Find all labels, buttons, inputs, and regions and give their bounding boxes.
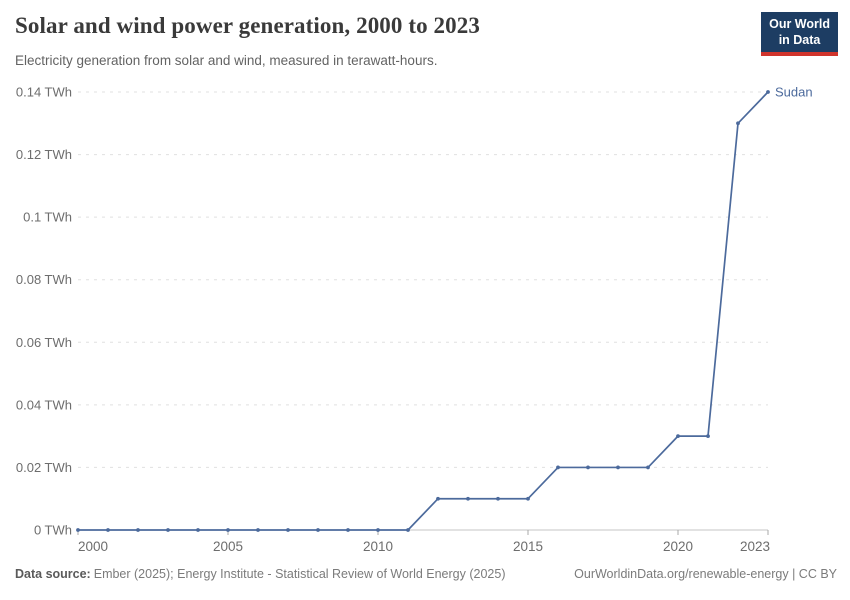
data-point[interactable]: [406, 528, 410, 532]
data-point[interactable]: [166, 528, 170, 532]
data-point[interactable]: [286, 528, 290, 532]
data-point[interactable]: [76, 528, 80, 532]
data-point[interactable]: [316, 528, 320, 532]
x-axis-label: 2010: [363, 539, 393, 554]
y-axis-label: 0 TWh: [34, 523, 72, 538]
data-source: Data source: Ember (2025); Energy Institu…: [15, 567, 505, 581]
data-point[interactable]: [556, 465, 560, 470]
data-point[interactable]: [136, 528, 140, 532]
y-axis-label: 0.12 TWh: [16, 147, 72, 162]
owid-logo-line1: Our World: [769, 17, 830, 31]
y-axis-label: 0.1 TWh: [23, 210, 72, 225]
y-axis-label: 0.04 TWh: [16, 397, 72, 412]
data-source-text: Ember (2025); Energy Institute - Statist…: [93, 567, 506, 581]
data-point[interactable]: [106, 528, 110, 532]
series-label-sudan[interactable]: Sudan: [775, 85, 813, 100]
x-axis-label: 2015: [513, 539, 543, 554]
data-point[interactable]: [376, 528, 380, 532]
x-axis-label: 2020: [663, 539, 693, 554]
owid-logo-line2: in Data: [778, 32, 821, 47]
y-axis-label: 0.06 TWh: [16, 335, 72, 350]
data-point[interactable]: [736, 121, 740, 126]
data-point[interactable]: [526, 496, 530, 501]
x-axis-label: 2000: [78, 539, 108, 554]
data-point[interactable]: [196, 528, 200, 532]
y-axis-label: 0.02 TWh: [16, 460, 72, 475]
data-point[interactable]: [586, 465, 590, 470]
x-axis-label: 2023: [740, 539, 770, 554]
chart-footer: Data source: Ember (2025); Energy Institu…: [15, 567, 837, 581]
data-point[interactable]: [616, 465, 620, 470]
data-point[interactable]: [256, 528, 260, 532]
data-point[interactable]: [226, 528, 230, 532]
data-point[interactable]: [346, 528, 350, 532]
chart-title: Solar and wind power generation, 2000 to…: [15, 13, 480, 38]
data-point[interactable]: [676, 434, 680, 439]
data-point[interactable]: [436, 496, 440, 501]
y-axis-label: 0.08 TWh: [16, 272, 72, 287]
data-point[interactable]: [706, 434, 710, 439]
chart-canvas[interactable]: 0 TWh 0.02 TWh 0.04 TWh 0.06 TWh 0.08 TWh 0.1…: [0, 80, 850, 565]
data-point[interactable]: [466, 496, 470, 501]
series-line-sudan[interactable]: [78, 91, 769, 531]
x-axis-label: 2005: [213, 539, 243, 554]
footer-link[interactable]: OurWorldinData.org/renewable-energy | CC…: [574, 567, 837, 581]
data-point[interactable]: [646, 465, 650, 470]
chart-subtitle: Electricity generation from solar and wi…: [15, 53, 438, 68]
y-axis-label: 0.14 TWh: [16, 85, 72, 100]
data-point[interactable]: [766, 90, 770, 94]
data-source-label: Data source:: [15, 567, 91, 581]
owid-logo[interactable]: Our World in Data: [761, 12, 838, 57]
data-point[interactable]: [496, 496, 500, 501]
